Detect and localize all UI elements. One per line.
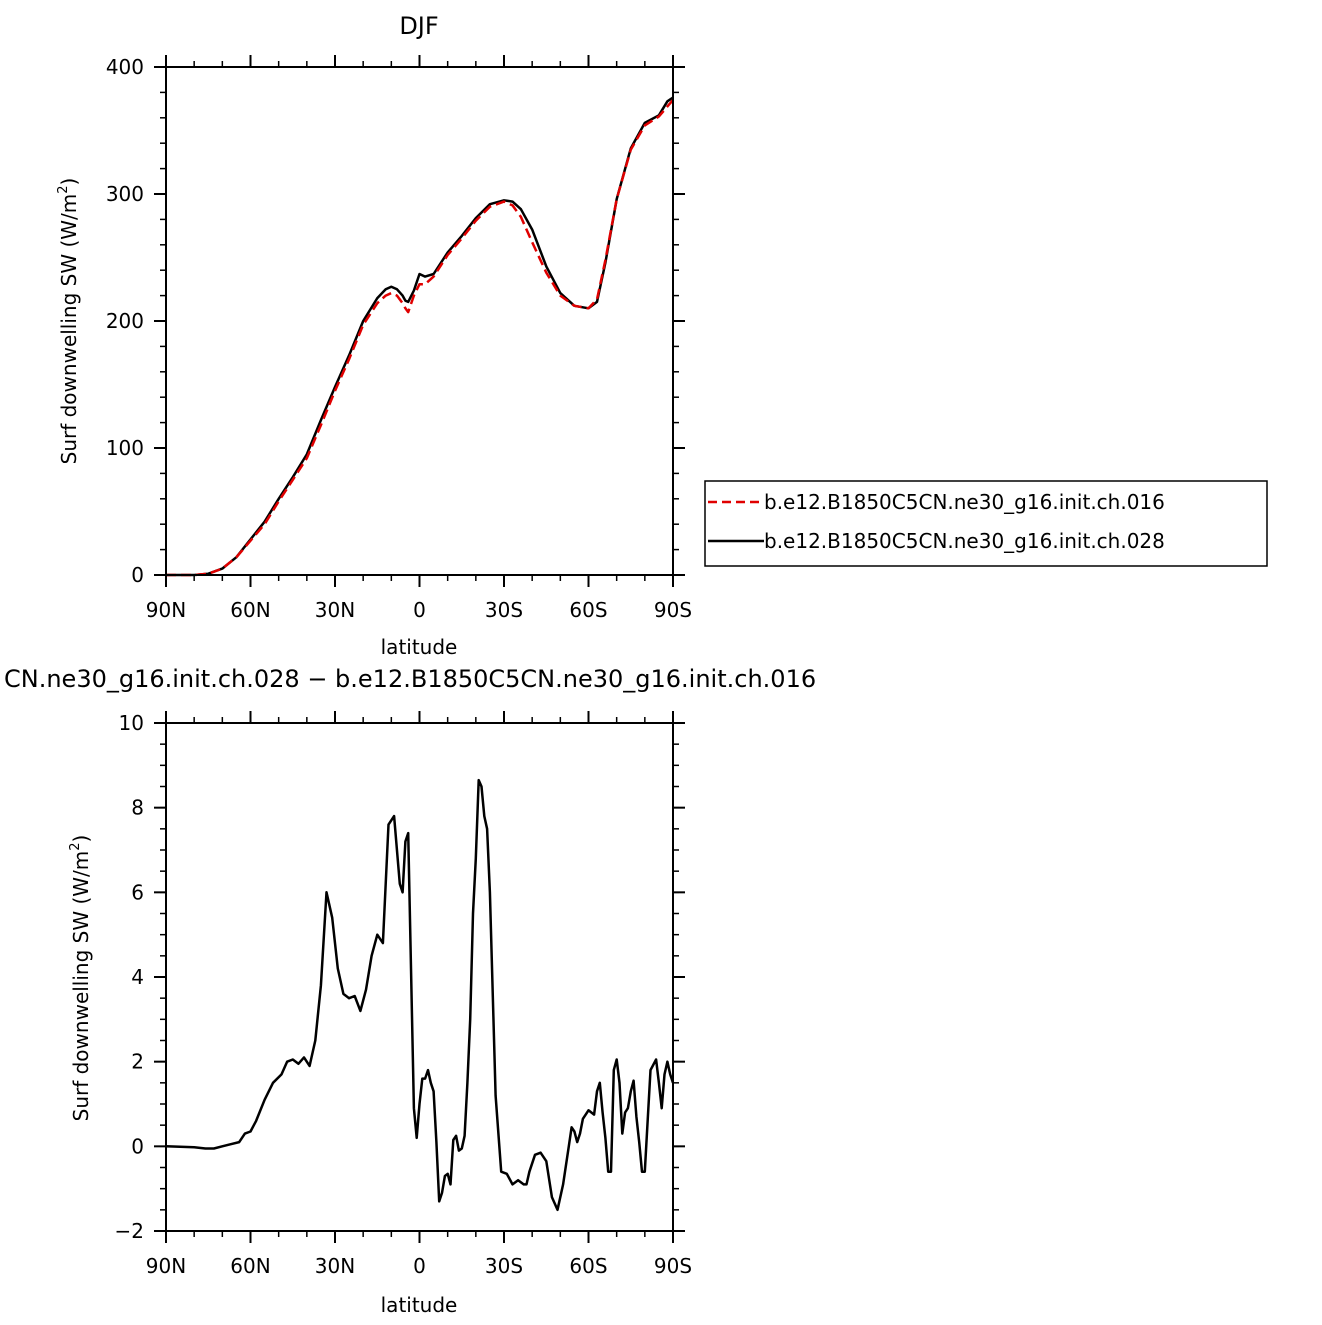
top-panel-frame [165, 66, 674, 576]
top-panel-ylabel-tail: ) [57, 178, 81, 186]
ytick-label: 100 [106, 436, 144, 460]
series-line-1-0 [165, 778, 675, 1212]
top-panel-title: DJF [399, 12, 438, 40]
ytick-label: 200 [106, 309, 144, 333]
top-panel-xlabel: latitude [381, 635, 458, 659]
bottom-panel-xlabel: latitude [381, 1293, 458, 1317]
legend-box [704, 480, 1268, 567]
bottom-panel-ylabel-tail: ) [69, 835, 93, 843]
top-panel-ylabel: Surf downwelling SW (W/m2) [56, 178, 81, 465]
xtick-label: 90S [654, 598, 692, 622]
ytick-label: 0 [131, 1134, 144, 1158]
bottom-panel-title: CN.ne30_g16.init.ch.028 − b.e12.B1850C5C… [4, 665, 816, 693]
xtick-label: 90N [146, 1254, 186, 1278]
legend: b.e12.B1850C5CN.ne30_g16.init.ch.016 b.e… [704, 480, 1268, 567]
bottom-panel-ylabel-sup: 2 [68, 842, 83, 850]
legend-label-028: b.e12.B1850C5CN.ne30_g16.init.ch.028 [764, 529, 1165, 553]
ytick-label: 0 [131, 563, 144, 587]
series-line-0-1 [166, 96, 674, 577]
series-line-0-0 [166, 99, 674, 577]
ytick-label: 400 [106, 55, 144, 79]
xtick-label: 90N [146, 598, 186, 622]
legend-label-016: b.e12.B1850C5CN.ne30_g16.init.ch.016 [764, 490, 1165, 514]
ytick-label: 8 [131, 796, 144, 820]
xtick-label: 0 [413, 1254, 426, 1278]
bottom-panel: CN.ne30_g16.init.ch.028 − b.e12.B1850C5C… [4, 665, 816, 1317]
ytick-label: 6 [131, 880, 144, 904]
xtick-label: 90S [654, 1254, 692, 1278]
top-panel-series [166, 96, 674, 577]
ytick-label: 4 [131, 965, 144, 989]
xtick-label: 0 [413, 598, 426, 622]
top-panel-ylabel-main: Surf downwelling SW (W/m [57, 194, 81, 465]
ytick-label: 2 [131, 1050, 144, 1074]
top-panel-ylabel-sup: 2 [56, 185, 71, 193]
xtick-label: 30N [315, 1254, 355, 1278]
top-panel: DJF 0 100 200 300 400 90N 60N 30N 0 30S 60S 90S lat… [56, 12, 692, 659]
bottom-panel-ylabel-main: Surf downwelling SW (W/m [69, 851, 93, 1122]
xtick-label: 30S [485, 598, 523, 622]
xtick-label: 60N [230, 1254, 270, 1278]
xtick-label: 30S [485, 1254, 523, 1278]
bottom-panel-ticks: −2 0 2 4 6 8 10 90N 60N 30N 0 30S 60S 90S [115, 711, 692, 1278]
bottom-panel-frame [165, 722, 674, 1232]
top-panel-ticks: 0 100 200 300 400 90N 60N 30N 0 30S 60S 90S [106, 55, 692, 622]
xtick-label: 30N [315, 598, 355, 622]
xtick-label: 60N [230, 598, 270, 622]
ytick-label: −2 [115, 1219, 144, 1243]
bottom-panel-series [165, 778, 675, 1212]
xtick-label: 60S [569, 1254, 607, 1278]
bottom-panel-ylabel: Surf downwelling SW (W/m2) [68, 835, 93, 1122]
ytick-label: 10 [119, 711, 144, 735]
ytick-label: 300 [106, 182, 144, 206]
xtick-label: 60S [569, 598, 607, 622]
